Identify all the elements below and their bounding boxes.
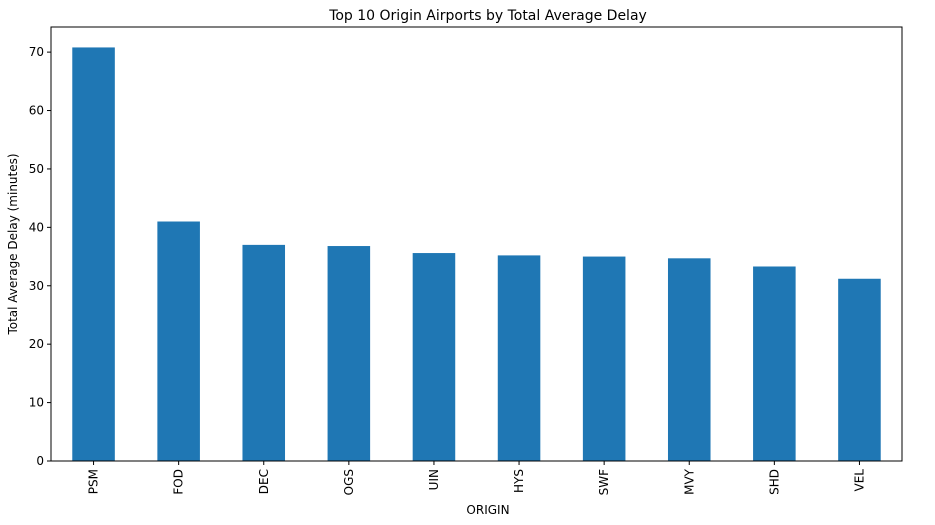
x-tick-label: SHD — [767, 469, 781, 495]
y-tick-label: 10 — [29, 396, 44, 410]
bar-fod — [157, 221, 200, 461]
y-axis-label: Total Average Delay (minutes) — [6, 153, 20, 335]
bar-shd — [753, 266, 796, 461]
x-tick-label: DEC — [257, 469, 271, 494]
x-tick-label: PSM — [87, 469, 101, 494]
y-tick-label: 60 — [29, 104, 44, 118]
bar-psm — [72, 47, 115, 461]
y-tick-label: 70 — [29, 45, 44, 59]
y-tick-label: 30 — [29, 279, 44, 293]
x-tick-label: VEL — [852, 469, 866, 492]
x-tick-label: MVY — [682, 468, 696, 495]
bar-vel — [838, 278, 881, 461]
y-tick-label: 40 — [29, 220, 44, 234]
bar-hys — [497, 255, 541, 461]
plot-area: 0 10 20 30 40 50 60 70 PSM FOD DEC OGS UIN HYS SWF MVY S… — [29, 26, 903, 495]
chart-title: Top 10 Origin Airports by Total Average … — [328, 8, 647, 24]
x-tick-label: UIN — [427, 469, 441, 490]
bar-mvy — [667, 258, 711, 461]
y-tick-label: 20 — [29, 337, 44, 351]
bar-uin — [412, 253, 456, 461]
x-tick-label: OGS — [342, 469, 356, 495]
axes-frame — [50, 26, 903, 462]
y-tick-label: 50 — [29, 162, 44, 176]
x-tick-label: SWF — [597, 469, 611, 495]
bar-swf — [582, 256, 626, 461]
bar-dec — [242, 244, 286, 461]
y-tick-label: 0 — [36, 454, 44, 468]
bar-ogs — [327, 246, 371, 461]
x-axis-label: ORIGIN — [466, 503, 509, 517]
x-tick-label: FOD — [172, 469, 186, 495]
x-tick-label: HYS — [512, 469, 526, 493]
